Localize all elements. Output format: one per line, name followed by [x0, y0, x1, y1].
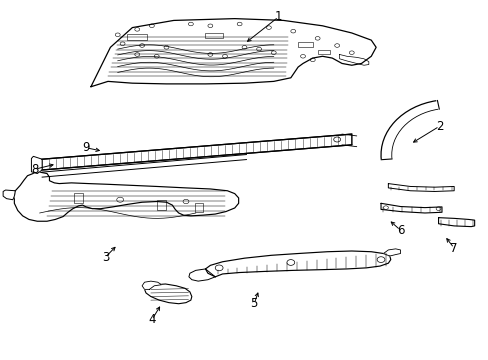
- Bar: [157, 201, 165, 211]
- Text: 1: 1: [274, 10, 282, 23]
- Polygon shape: [144, 284, 191, 304]
- Text: 7: 7: [449, 242, 457, 255]
- Text: 9: 9: [82, 141, 90, 154]
- Bar: [127, 34, 147, 40]
- Bar: [74, 193, 82, 203]
- Polygon shape: [383, 249, 400, 256]
- Polygon shape: [14, 172, 238, 221]
- Text: 8: 8: [31, 163, 39, 176]
- Polygon shape: [3, 190, 15, 200]
- Polygon shape: [142, 281, 161, 289]
- Polygon shape: [438, 218, 474, 226]
- Polygon shape: [205, 251, 390, 277]
- Bar: [317, 50, 329, 54]
- Text: 5: 5: [250, 297, 257, 310]
- Text: 3: 3: [102, 251, 109, 264]
- Bar: [298, 42, 312, 47]
- Polygon shape: [387, 184, 453, 192]
- Text: 2: 2: [435, 120, 443, 133]
- Bar: [194, 203, 202, 212]
- Polygon shape: [31, 156, 42, 174]
- Polygon shape: [380, 203, 441, 213]
- Polygon shape: [91, 19, 375, 87]
- Polygon shape: [188, 269, 215, 281]
- Polygon shape: [42, 134, 351, 170]
- Text: 4: 4: [148, 313, 155, 327]
- Text: 6: 6: [396, 224, 404, 237]
- Bar: [205, 33, 222, 39]
